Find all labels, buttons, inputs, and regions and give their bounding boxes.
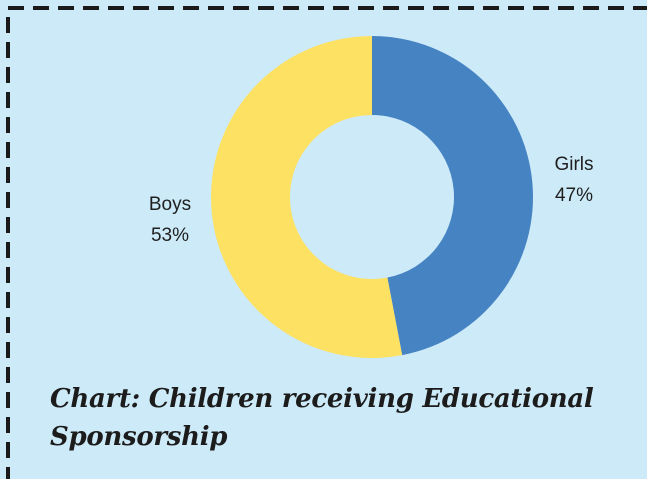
chart-title: Chart: Children receiving Educational Sp…: [50, 380, 630, 456]
slice-label-boys: Boys: [149, 194, 191, 215]
slice-value-boys: 53%: [151, 225, 189, 246]
slice-label-girls: Girls: [554, 154, 593, 175]
donut-slice-girls: [372, 36, 533, 355]
slice-value-girls: 47%: [555, 185, 593, 206]
